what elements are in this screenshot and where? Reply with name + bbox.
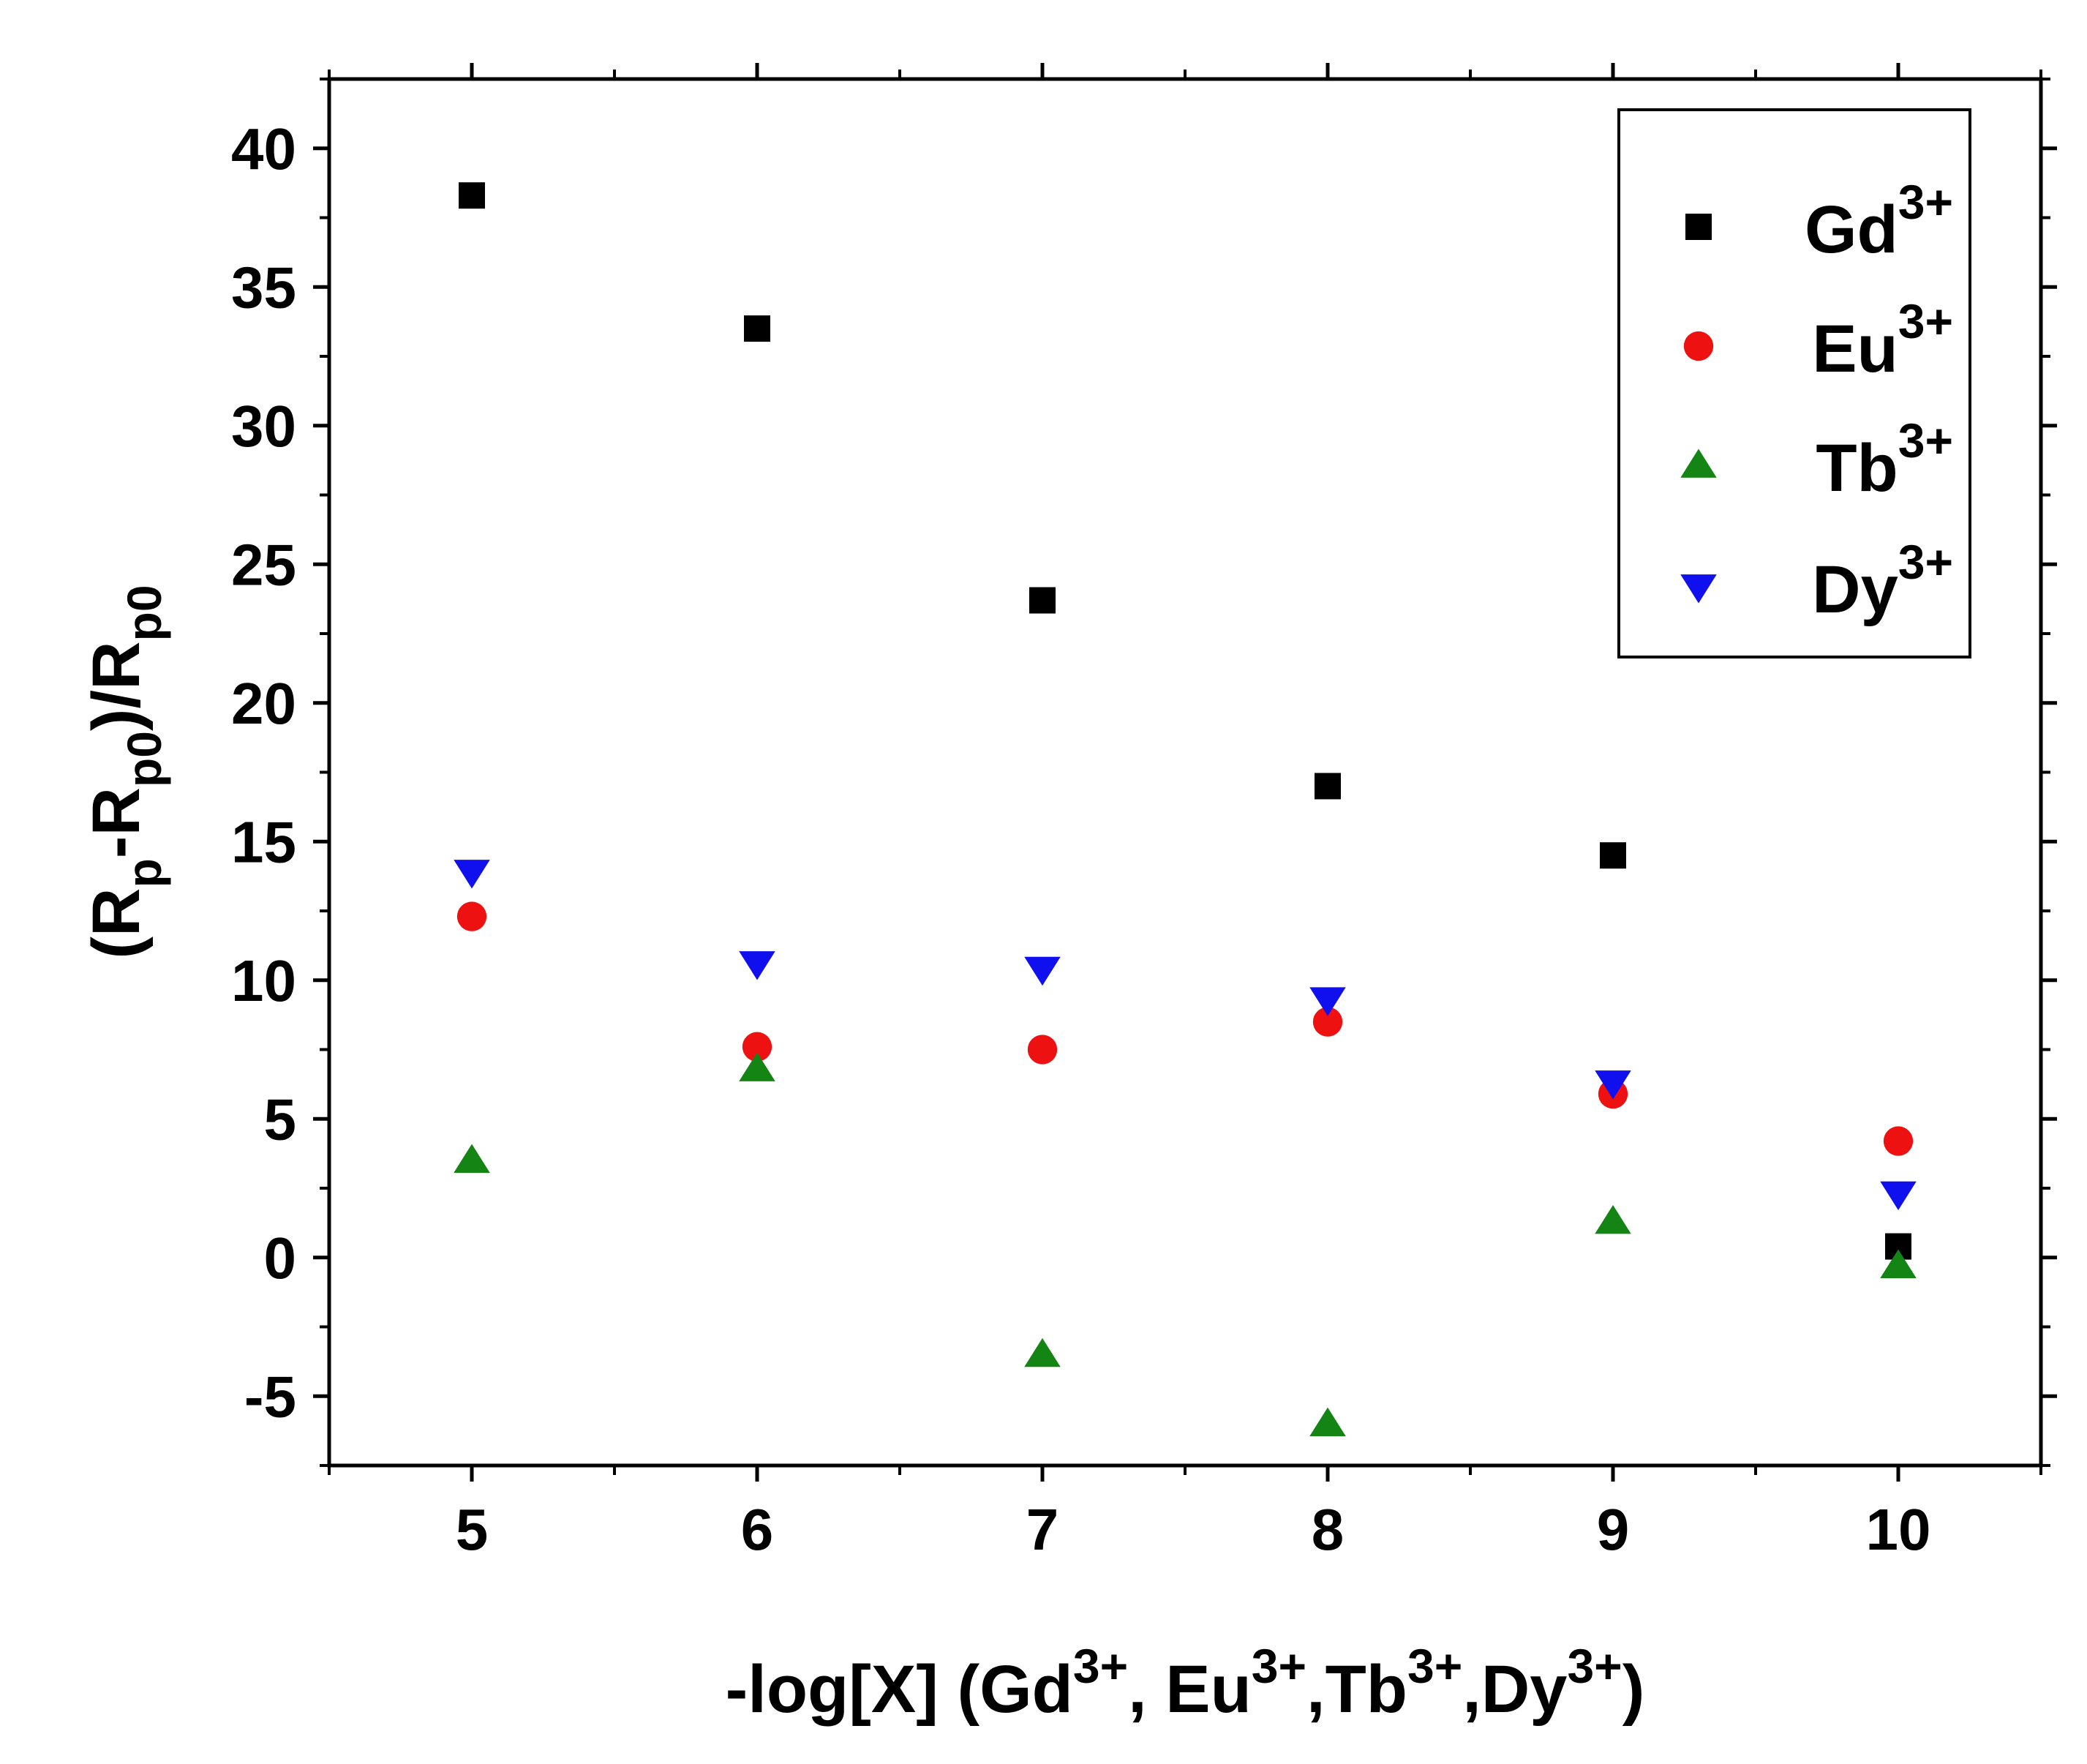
y-tick-label: 25 — [231, 532, 296, 597]
y-tick-label: 5 — [264, 1086, 297, 1152]
y-axis-title: (Rp-Rp0)/Rp0 — [79, 585, 171, 958]
point-dy-6 — [739, 951, 775, 980]
point-gd-9 — [1600, 842, 1626, 869]
series-tb — [454, 1052, 1917, 1437]
point-eu-7 — [1027, 1035, 1058, 1065]
y-tick-label: 35 — [231, 255, 296, 320]
legend-entry: Eu3+ — [1683, 294, 1953, 386]
legend-entry: Gd3+ — [1685, 175, 1953, 267]
legend-entry: Dy3+ — [1680, 535, 1953, 627]
y-tick-label: 30 — [231, 394, 296, 459]
y-tick-label: 15 — [231, 809, 296, 874]
series-eu — [456, 901, 1914, 1156]
point-gd-8 — [1315, 773, 1341, 800]
legend-entry: Tb3+ — [1680, 413, 1953, 506]
x-tick-label: 10 — [1866, 1497, 1931, 1562]
legend-label-gd: Gd3+ — [1805, 175, 1953, 267]
legend-marker-tb — [1680, 448, 1717, 478]
x-tick-label: 9 — [1597, 1497, 1630, 1562]
point-tb-7 — [1024, 1337, 1061, 1367]
point-tb-9 — [1595, 1204, 1631, 1234]
point-gd-7 — [1029, 587, 1056, 614]
legend-marker-gd — [1685, 214, 1712, 240]
point-eu-6 — [742, 1032, 772, 1062]
legend-marker-eu — [1683, 331, 1714, 361]
point-dy-5 — [454, 860, 490, 889]
point-dy-8 — [1309, 987, 1346, 1016]
point-eu-8 — [1312, 1007, 1343, 1037]
point-tb-6 — [739, 1052, 775, 1081]
data-markers — [454, 182, 1917, 1437]
x-tick-label: 7 — [1026, 1497, 1059, 1562]
legend-label-dy: Dy3+ — [1812, 535, 1953, 627]
x-tick-label: 6 — [741, 1497, 774, 1562]
point-dy-7 — [1024, 956, 1061, 986]
legend-label-tb: Tb3+ — [1816, 413, 1953, 506]
x-tick-label: 8 — [1312, 1497, 1345, 1562]
x-axis-title: -log[X] (Gd3+, Eu3+,Tb3+,Dy3+) — [726, 1639, 1645, 1727]
x-axis: 5 6 7 8 9 10 — [328, 63, 2042, 1562]
point-eu-5 — [456, 901, 487, 931]
y-tick-label: 10 — [231, 948, 296, 1013]
y-tick-label: -5 — [244, 1364, 296, 1429]
y-tick-label: 20 — [231, 671, 296, 736]
point-dy-10 — [1880, 1181, 1917, 1211]
y-tick-label: 0 — [264, 1226, 297, 1291]
point-eu-10 — [1883, 1126, 1914, 1156]
y-tick-label: 40 — [231, 116, 296, 181]
legend: Gd3+ Eu3+ Tb3+ Dy3+ — [1617, 108, 1971, 658]
point-tb-5 — [454, 1144, 490, 1173]
legend-label-eu: Eu3+ — [1812, 294, 1953, 386]
x-tick-label: 5 — [456, 1497, 489, 1562]
series-dy — [454, 860, 1917, 1211]
point-dy-9 — [1595, 1070, 1631, 1100]
point-gd-5 — [459, 182, 485, 209]
point-gd-6 — [744, 315, 770, 342]
series-gd — [459, 182, 1911, 1260]
y-axis: -5 0 5 10 15 20 25 30 35 40 — [231, 78, 2057, 1467]
point-tb-8 — [1309, 1407, 1346, 1437]
legend-marker-dy — [1680, 574, 1717, 604]
legend-box — [1617, 108, 1971, 658]
point-tb-10 — [1880, 1249, 1917, 1278]
